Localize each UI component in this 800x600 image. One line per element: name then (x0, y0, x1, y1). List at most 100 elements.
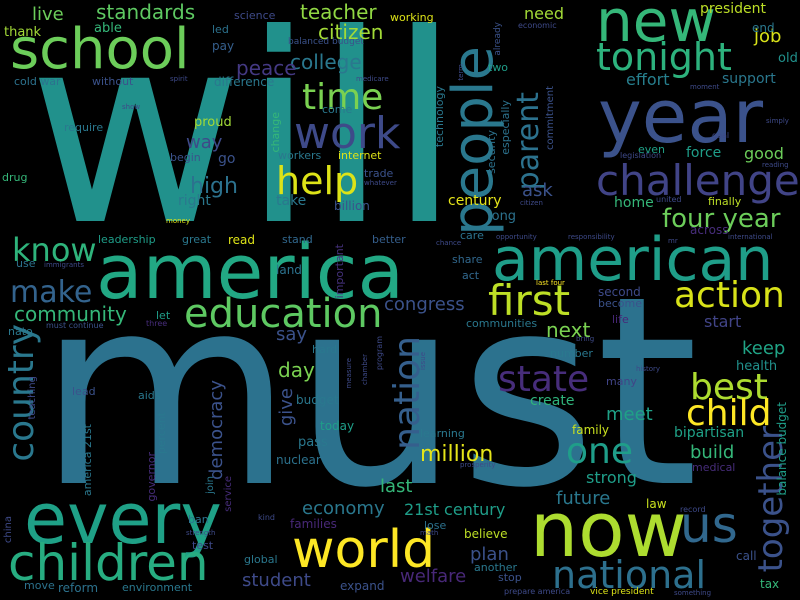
word-especially: especially (499, 100, 512, 155)
word-school: school (10, 17, 190, 82)
word-start: start (704, 312, 742, 331)
word-second: second (598, 285, 641, 299)
word-opportunity: opportunity (496, 233, 537, 241)
word-care: care (460, 229, 484, 242)
word-legislation: legislation (620, 151, 662, 160)
word-responsibility: responsibility (568, 233, 615, 241)
word-law: law (646, 497, 667, 511)
word-international: international (728, 233, 773, 241)
word-better: better (372, 233, 406, 246)
word-science: science (234, 9, 276, 22)
word-learning: learning (420, 427, 465, 440)
word-help: help (276, 159, 359, 203)
word-last: last (380, 476, 413, 497)
word-teacher: teacher (300, 0, 377, 24)
word-goal: goal (712, 131, 730, 140)
word-medicare: medicare (356, 75, 389, 83)
word-support: support (722, 71, 776, 87)
word-health: health (736, 359, 778, 374)
word-strength: strength (186, 529, 216, 537)
word-bring: bring (576, 335, 595, 343)
word-history: history (636, 365, 661, 373)
word-action: action (674, 275, 785, 316)
word-reform: reform (58, 581, 99, 595)
word-record: record (680, 505, 706, 514)
word-three: three (146, 319, 168, 328)
word-united: united (656, 195, 682, 204)
word-measure: measure (345, 358, 353, 389)
word-right: right (178, 193, 211, 209)
word-must-continue: must continue (46, 321, 104, 330)
word-commitment: commitment (545, 86, 556, 150)
word-new: new (596, 0, 716, 55)
word-cold-war: cold war (14, 75, 61, 88)
word-pay: pay (212, 39, 235, 53)
word-state: state (498, 359, 590, 400)
word-stop: stop (498, 571, 522, 584)
word-even: even (638, 143, 666, 156)
word-world: world (292, 520, 436, 580)
word-citizen: citizen (318, 20, 384, 44)
word-number: number (550, 347, 593, 360)
word-democracy: democracy (206, 380, 227, 480)
word-share: share (452, 253, 483, 266)
word-led: led (212, 23, 229, 36)
word-environment: environment (122, 581, 193, 594)
word-high: high (190, 174, 238, 199)
word-across: across (690, 223, 729, 237)
word-difference: difference (214, 75, 275, 89)
word-mr: mr (668, 237, 678, 245)
word-thank: thank (4, 25, 42, 40)
word-take: take (276, 193, 307, 209)
word-internet: internet (338, 149, 382, 162)
word-lead: lead (72, 385, 96, 398)
word-medical: medical (692, 461, 736, 474)
word-program: program (375, 336, 384, 371)
word-whatever: whatever (364, 179, 397, 187)
word-china: china (3, 516, 14, 544)
word-land: land (276, 263, 302, 277)
word-moment: moment (690, 83, 720, 91)
word-give: give (276, 388, 297, 427)
word-nato: nato (8, 325, 33, 338)
word-hard: hard (312, 343, 338, 356)
word-must: must (38, 240, 699, 545)
word-parent: parent (511, 92, 546, 191)
word-percent: percent (155, 412, 168, 455)
word-last-four: last four (536, 279, 565, 287)
word-global: global (244, 553, 278, 566)
word-trade: trade (364, 167, 394, 180)
word-become: become (598, 297, 643, 310)
word-next: next (546, 318, 591, 342)
word-stand: stand (282, 233, 313, 246)
word-another: another (474, 561, 518, 574)
word-join: join (205, 476, 216, 495)
word-way: way (186, 132, 223, 153)
word-teaching: teaching (27, 376, 38, 420)
word-bipartisan: bipartisan (674, 425, 745, 441)
word-believe: believe (464, 527, 508, 541)
word-children: children (8, 534, 209, 592)
word-budget: budget (296, 393, 339, 407)
word-plan: plan (470, 544, 509, 565)
word-economy: economy (302, 498, 385, 519)
word-every: every (24, 478, 222, 560)
word-already: already (493, 22, 503, 56)
word-balance-budget: balance budget (775, 402, 789, 496)
word-require: require (64, 121, 104, 134)
word-nuclear: nuclear (276, 453, 321, 467)
word-ask: ask (522, 180, 553, 201)
word-education: education (184, 291, 383, 337)
word-community: community (14, 302, 127, 326)
word-four-year: four year (662, 204, 781, 234)
word-security: security (485, 130, 498, 174)
word-math: math (420, 529, 439, 537)
word-america-21st: america 21st (81, 424, 94, 497)
word-national: national (552, 553, 707, 597)
word-build: build (690, 442, 735, 463)
word-use: use (16, 257, 36, 270)
word-tonight: tonight (596, 35, 732, 79)
word-many: many (606, 375, 637, 388)
word-need: need (524, 4, 564, 23)
word-vice-president: vice president (590, 587, 654, 597)
